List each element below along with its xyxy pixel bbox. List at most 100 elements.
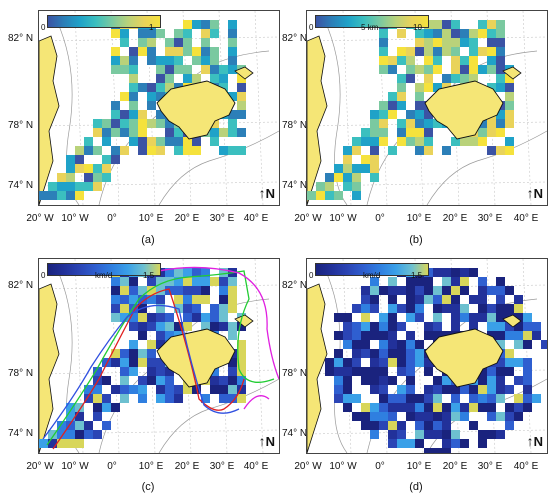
- grid-cell: [532, 331, 541, 340]
- grid-cell: [147, 137, 156, 146]
- grid-cell: [343, 367, 352, 376]
- grid-cell: [75, 164, 84, 173]
- colorbar-unit: km/d: [95, 271, 113, 280]
- grid-cell: [66, 173, 75, 182]
- graticule-line: [342, 259, 352, 453]
- grid-cell: [406, 65, 415, 74]
- grid-cell: [406, 137, 415, 146]
- grid-cell: [138, 376, 147, 385]
- graticule-line: [39, 36, 279, 42]
- grid-cell: [129, 137, 138, 146]
- grid-cell: [496, 74, 505, 83]
- grid-cell: [237, 358, 246, 367]
- grid-cell: [237, 74, 246, 83]
- grid-cell: [496, 394, 505, 403]
- grid-cell: [147, 119, 156, 128]
- grid-cell: [156, 146, 165, 155]
- grid-cell: [424, 331, 433, 340]
- grid-cell: [487, 56, 496, 65]
- grid-cell: [129, 83, 138, 92]
- north-arrow: ↑N: [526, 433, 543, 449]
- grid-cell: [379, 403, 388, 412]
- grid-cell: [496, 29, 505, 38]
- grid-cell: [505, 92, 514, 101]
- y-label: 82° N: [8, 280, 34, 291]
- grid-cell: [478, 313, 487, 322]
- grid-cell: [102, 376, 111, 385]
- grid-cell: [379, 47, 388, 56]
- grid-cell: [57, 173, 66, 182]
- grid-cell: [138, 313, 147, 322]
- grid-cell: [433, 412, 442, 421]
- grid-cell: [370, 430, 379, 439]
- grid-cell: [129, 358, 138, 367]
- contour-line: [46, 270, 275, 446]
- grid-cell: [388, 349, 397, 358]
- grid-cell: [478, 430, 487, 439]
- grid-cell: [129, 65, 138, 74]
- grid-cell: [451, 277, 460, 286]
- grid-cell: [505, 304, 514, 313]
- grid-cell: [478, 286, 487, 295]
- grid-cell: [442, 376, 451, 385]
- grid-cell: [192, 74, 201, 83]
- grid-cell: [451, 304, 460, 313]
- grid-cell: [496, 430, 505, 439]
- grid-cell: [343, 385, 352, 394]
- grid-cell: [325, 358, 334, 367]
- grid-cell: [325, 173, 334, 182]
- grid-cell: [183, 38, 192, 47]
- grid-cell: [451, 29, 460, 38]
- grid-cell: [496, 304, 505, 313]
- grid-cell: [370, 412, 379, 421]
- grid-cell: [174, 385, 183, 394]
- grid-cell: [406, 119, 415, 128]
- grid-cell: [156, 322, 165, 331]
- grid-cell: [210, 20, 219, 29]
- colorbar-unit: km/d: [363, 271, 381, 280]
- grid-cell: [487, 128, 496, 137]
- grid-cell: [388, 110, 397, 119]
- grid-cell: [228, 29, 237, 38]
- grid-cell: [192, 268, 201, 277]
- grid-cell: [451, 385, 460, 394]
- grid-cell: [379, 376, 388, 385]
- grid-cell: [406, 349, 415, 358]
- grid-cell: [138, 146, 147, 155]
- grid-cell: [39, 439, 48, 448]
- grid-cell: [343, 164, 352, 173]
- grid-cell: [165, 128, 174, 137]
- grid-cell: [120, 349, 129, 358]
- grid-cell: [138, 110, 147, 119]
- x-label: 0°: [107, 461, 117, 472]
- grid-cell: [219, 394, 228, 403]
- grid-cell: [442, 295, 451, 304]
- grid-cell: [66, 403, 75, 412]
- grid-cell: [129, 385, 138, 394]
- grid-cell: [111, 313, 120, 322]
- grid-cell: [111, 304, 120, 313]
- grid-cell: [451, 430, 460, 439]
- grid-cell: [370, 349, 379, 358]
- grid-cell: [469, 394, 478, 403]
- grid-cell: [57, 439, 66, 448]
- grid-cell: [424, 385, 433, 394]
- grid-cell: [415, 430, 424, 439]
- grid-cell: [237, 385, 246, 394]
- grid-cell: [102, 155, 111, 164]
- grid-cell: [469, 385, 478, 394]
- grid-cell: [120, 56, 129, 65]
- x-label: 30° E: [209, 461, 235, 472]
- grid-cell: [397, 56, 406, 65]
- contour-line: [158, 266, 279, 410]
- grid-cell: [442, 430, 451, 439]
- grid-cell: [514, 403, 523, 412]
- colorbar-min: 0: [309, 271, 314, 280]
- grid-cell: [505, 146, 514, 155]
- grid-cell: [388, 313, 397, 322]
- panel-label-c: (c): [141, 481, 155, 493]
- grid-cell: [370, 277, 379, 286]
- grid-cell: [138, 295, 147, 304]
- grid-cell: [406, 439, 415, 448]
- grid-cell: [424, 137, 433, 146]
